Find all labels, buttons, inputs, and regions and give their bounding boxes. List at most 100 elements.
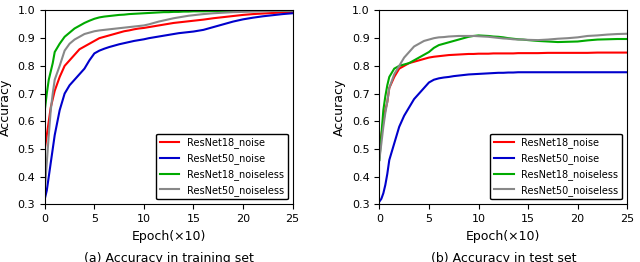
ResNet18_noiseless bbox=[470, 34, 477, 37]
ResNet18_noiseless bbox=[229, 9, 237, 13]
ResNet18_noise bbox=[470, 52, 477, 56]
ResNet50_noiseless bbox=[564, 37, 572, 40]
ResNet50_noise bbox=[175, 32, 182, 35]
ResNet50_noise bbox=[239, 18, 247, 21]
ResNet50_noise bbox=[76, 73, 83, 76]
ResNet50_noise bbox=[376, 200, 383, 203]
ResNet50_noiseless bbox=[554, 37, 562, 40]
ResNet18_noiseless bbox=[425, 51, 433, 54]
ResNet50_noise bbox=[41, 197, 49, 200]
ResNet18_noise bbox=[115, 31, 123, 34]
ResNet18_noise bbox=[150, 25, 157, 28]
ResNet18_noiseless bbox=[594, 38, 602, 41]
ResNet18_noiseless bbox=[120, 13, 128, 16]
ResNet18_noiseless bbox=[51, 51, 58, 54]
ResNet18_noiseless bbox=[544, 40, 552, 43]
ResNet50_noiseless bbox=[484, 35, 492, 38]
ResNet18_noise bbox=[509, 52, 517, 55]
Line: ResNet18_noiseless: ResNet18_noiseless bbox=[45, 10, 292, 110]
ResNet50_noise bbox=[56, 109, 63, 112]
ResNet18_noise bbox=[376, 150, 383, 153]
ResNet50_noiseless bbox=[279, 9, 287, 12]
ResNet18_noiseless bbox=[405, 62, 413, 65]
ResNet18_noiseless bbox=[70, 27, 78, 30]
ResNet50_noise bbox=[390, 142, 398, 145]
ResNet50_noiseless bbox=[415, 42, 423, 45]
ResNet50_noise bbox=[504, 71, 512, 74]
ResNet50_noiseless bbox=[381, 111, 389, 114]
ResNet50_noise bbox=[180, 31, 188, 34]
ResNet50_noise bbox=[249, 16, 257, 19]
ResNet50_noise bbox=[220, 23, 227, 26]
ResNet50_noise bbox=[445, 75, 452, 79]
ResNet18_noiseless bbox=[400, 63, 408, 66]
ResNet18_noise bbox=[110, 32, 118, 36]
ResNet18_noiseless bbox=[165, 10, 173, 14]
ResNet18_noise bbox=[455, 53, 463, 56]
ResNet50_noise bbox=[544, 71, 552, 74]
ResNet18_noise bbox=[249, 13, 257, 16]
ResNet50_noise bbox=[170, 32, 177, 36]
ResNet50_noise bbox=[279, 13, 287, 16]
ResNet18_noiseless bbox=[200, 10, 207, 13]
ResNet50_noiseless bbox=[76, 35, 83, 38]
ResNet18_noise bbox=[120, 30, 128, 33]
ResNet18_noiseless bbox=[106, 14, 113, 18]
ResNet50_noiseless bbox=[410, 45, 418, 48]
ResNet50_noise bbox=[495, 71, 502, 74]
ResNet18_noiseless bbox=[259, 9, 267, 12]
ResNet50_noise bbox=[49, 148, 56, 151]
ResNet18_noiseless bbox=[490, 35, 497, 38]
ResNet50_noiseless bbox=[41, 189, 49, 192]
ResNet50_noiseless bbox=[81, 32, 88, 36]
ResNet50_noise bbox=[51, 134, 58, 137]
ResNet50_noise bbox=[479, 72, 487, 75]
ResNet18_noiseless bbox=[150, 11, 157, 14]
ResNet50_noise bbox=[45, 175, 52, 178]
ResNet50_noise bbox=[425, 81, 433, 84]
ResNet50_noiseless bbox=[125, 25, 133, 29]
ResNet50_noiseless bbox=[106, 28, 113, 31]
ResNet18_noise bbox=[130, 28, 138, 31]
Line: ResNet18_noise: ResNet18_noise bbox=[380, 53, 627, 152]
ResNet18_noiseless bbox=[170, 10, 177, 13]
Line: ResNet18_noise: ResNet18_noise bbox=[45, 12, 292, 149]
ResNet50_noise bbox=[200, 28, 207, 31]
ResNet18_noiseless bbox=[623, 37, 631, 41]
ResNet50_noise bbox=[564, 71, 572, 74]
ResNet50_noiseless bbox=[519, 38, 527, 41]
ResNet18_noiseless bbox=[249, 9, 257, 12]
ResNet50_noise bbox=[574, 71, 582, 74]
ResNet18_noiseless bbox=[185, 10, 193, 13]
ResNet18_noiseless bbox=[49, 62, 56, 65]
ResNet50_noiseless bbox=[450, 35, 458, 38]
ResNet18_noise bbox=[534, 52, 542, 55]
ResNet18_noise bbox=[385, 86, 393, 90]
ResNet50_noiseless bbox=[544, 38, 552, 41]
ResNet18_noise bbox=[614, 51, 621, 54]
ResNet18_noiseless bbox=[81, 21, 88, 25]
ResNet50_noise bbox=[209, 25, 217, 29]
ResNet18_noiseless bbox=[239, 9, 247, 12]
ResNet18_noise bbox=[66, 59, 74, 62]
ResNet50_noise bbox=[47, 161, 54, 164]
Legend: ResNet18_noise, ResNet50_noise, ResNet18_noiseless, ResNet50_noiseless: ResNet18_noise, ResNet50_noise, ResNet18… bbox=[156, 134, 288, 199]
ResNet50_noise bbox=[86, 59, 93, 62]
Title: (b) Accuracy in test set: (b) Accuracy in test set bbox=[431, 252, 576, 262]
ResNet18_noise bbox=[490, 52, 497, 55]
ResNet18_noiseless bbox=[499, 36, 507, 39]
ResNet50_noise bbox=[420, 86, 428, 90]
ResNet50_noiseless bbox=[383, 100, 391, 103]
ResNet18_noise bbox=[106, 34, 113, 37]
ResNet18_noise bbox=[81, 45, 88, 48]
ResNet50_noiseless bbox=[229, 10, 237, 14]
ResNet50_noise bbox=[460, 73, 467, 77]
ResNet50_noiseless bbox=[385, 86, 393, 90]
ResNet50_noise bbox=[450, 75, 458, 78]
ResNet18_noise bbox=[465, 52, 472, 56]
ResNet18_noise bbox=[405, 62, 413, 65]
ResNet18_noiseless bbox=[383, 84, 391, 87]
ResNet50_noiseless bbox=[43, 161, 51, 164]
ResNet18_noiseless bbox=[465, 35, 472, 38]
ResNet18_noise bbox=[41, 148, 49, 151]
